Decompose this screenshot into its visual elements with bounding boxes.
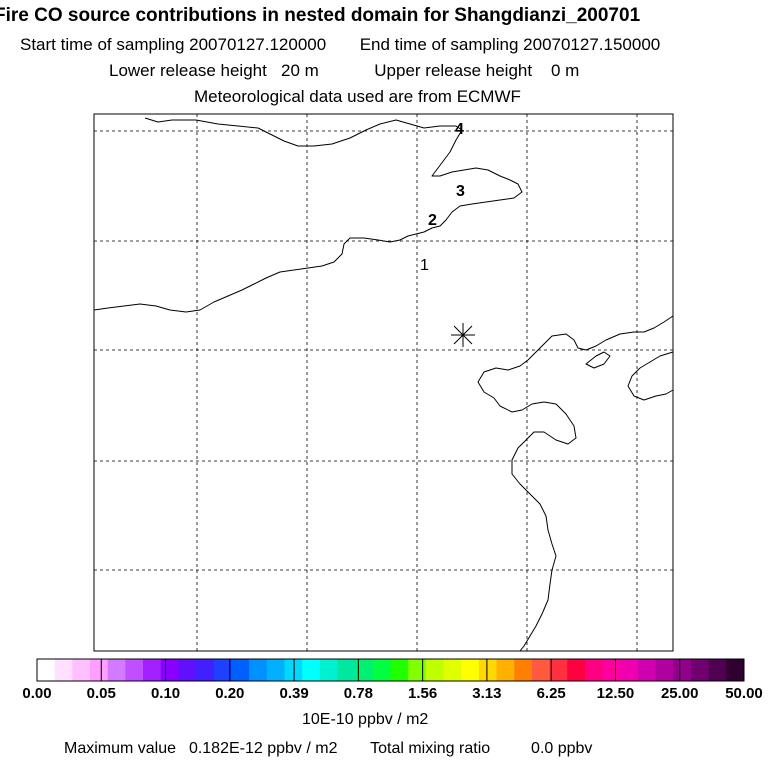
- receptor-asterisk-icon: [451, 323, 475, 347]
- colorbar-cell: [602, 659, 621, 681]
- boundaries: [93, 117, 674, 652]
- colorbar-cell: [584, 659, 603, 681]
- colorbar-tick-label: 12.50: [596, 685, 635, 702]
- colorbar-cell: [249, 659, 268, 681]
- total-mixing-value: 0.0 ppbv: [531, 740, 593, 757]
- colorbar-units: 10E-10 ppbv / m2: [302, 711, 429, 728]
- colorbar-cell: [443, 659, 462, 681]
- colorbar-cell: [266, 659, 285, 681]
- colorbar-cells: [37, 659, 745, 681]
- trajectory-label: 2: [428, 212, 437, 229]
- colorbar-cell: [567, 659, 586, 681]
- colorbar-cell: [655, 659, 674, 681]
- border-line: [93, 129, 523, 313]
- colorbar-cell: [620, 659, 639, 681]
- colorbar-tick-label: 1.56: [408, 685, 438, 702]
- colorbar-cell: [196, 659, 215, 681]
- colorbar-cell: [425, 659, 444, 681]
- coastline: [627, 351, 674, 401]
- border-line: [144, 117, 463, 147]
- release-height-line: Lower release height 20 m Upper release …: [109, 61, 579, 81]
- max-value-label: Maximum value: [64, 740, 177, 757]
- colorbar-cell: [637, 659, 657, 681]
- colorbar-tick-label: 0.00: [22, 685, 52, 702]
- colorbar-cell: [160, 659, 179, 681]
- colorbar-cell: [72, 659, 91, 681]
- colorbar-tick-label: 0.78: [343, 685, 373, 702]
- trajectory-label: 3: [456, 183, 465, 200]
- map-frame: [93, 113, 674, 652]
- colorbar-cell: [231, 659, 250, 681]
- colorbar-cell: [673, 659, 692, 681]
- colorbar-cell: [54, 659, 73, 681]
- colorbar-cell: [708, 659, 727, 681]
- island: [585, 351, 611, 369]
- colorbar-cell: [372, 659, 391, 681]
- colorbar-cell: [37, 659, 56, 681]
- colorbar-cell: [125, 659, 144, 681]
- start-time-label: Start time of sampling 20070127.120000: [20, 35, 327, 54]
- colorbar-tick-label: 0.20: [215, 685, 245, 702]
- colorbar-cell: [355, 659, 374, 681]
- colorbar-frame: [36, 658, 745, 682]
- sampling-time-line: Start time of sampling 20070127.120000 E…: [20, 35, 660, 55]
- colorbar-tick-label: 3.13: [472, 685, 502, 702]
- colorbar-cell: [90, 659, 109, 681]
- colorbar-cell: [390, 659, 409, 681]
- colorbar-cell: [408, 659, 427, 681]
- colorbar-tick-label: 25.00: [660, 685, 699, 702]
- met-data-label: Meteorological data used are from ECMWF: [194, 87, 521, 106]
- trajectory-labels: 1 2 3 4: [420, 121, 465, 274]
- colorbar-cell: [302, 659, 321, 681]
- colorbar-tick-label: 50.00: [725, 685, 763, 702]
- colorbar-cell: [478, 659, 497, 681]
- upper-release-label: Upper release height 0 m: [374, 61, 580, 80]
- colorbar-tick-label: 0.10: [150, 685, 181, 702]
- trajectory-label: 1: [420, 257, 429, 274]
- lower-release-label: Lower release height 20 m: [109, 61, 319, 80]
- colorbar-cell: [690, 659, 710, 681]
- colorbar-cell: [319, 659, 338, 681]
- colorbar-cell: [726, 659, 745, 681]
- colorbar-cell: [549, 659, 568, 681]
- coastline: [477, 315, 674, 652]
- colorbar-cell: [143, 659, 162, 681]
- total-mixing-label: Total mixing ratio: [370, 740, 491, 757]
- footer-summary: Maximum value 0.182E-12 ppbv / m2 Total …: [64, 740, 592, 758]
- map-title: Fire CO source contributions in nested d…: [0, 5, 641, 26]
- colorbar-cell: [514, 659, 533, 681]
- colorbar-cell: [213, 659, 232, 681]
- colorbar-tick-label: 0.05: [86, 685, 116, 702]
- end-time-label: End time of sampling 20070127.150000: [359, 35, 661, 54]
- colorbar-tick-label: 6.25: [536, 685, 566, 702]
- colorbar-cell: [284, 659, 303, 681]
- colorbar-cell: [337, 659, 356, 681]
- colorbar-cell: [496, 659, 515, 681]
- colorbar-cell: [178, 659, 197, 681]
- trajectory-label: 4: [455, 121, 464, 138]
- colorbar-cell: [531, 659, 550, 681]
- colorbar-tick-label: 0.39: [279, 685, 309, 702]
- colorbar-cell: [461, 659, 480, 681]
- colorbar-cell: [107, 659, 126, 681]
- max-value: 0.182E-12 ppbv / m2: [188, 740, 338, 757]
